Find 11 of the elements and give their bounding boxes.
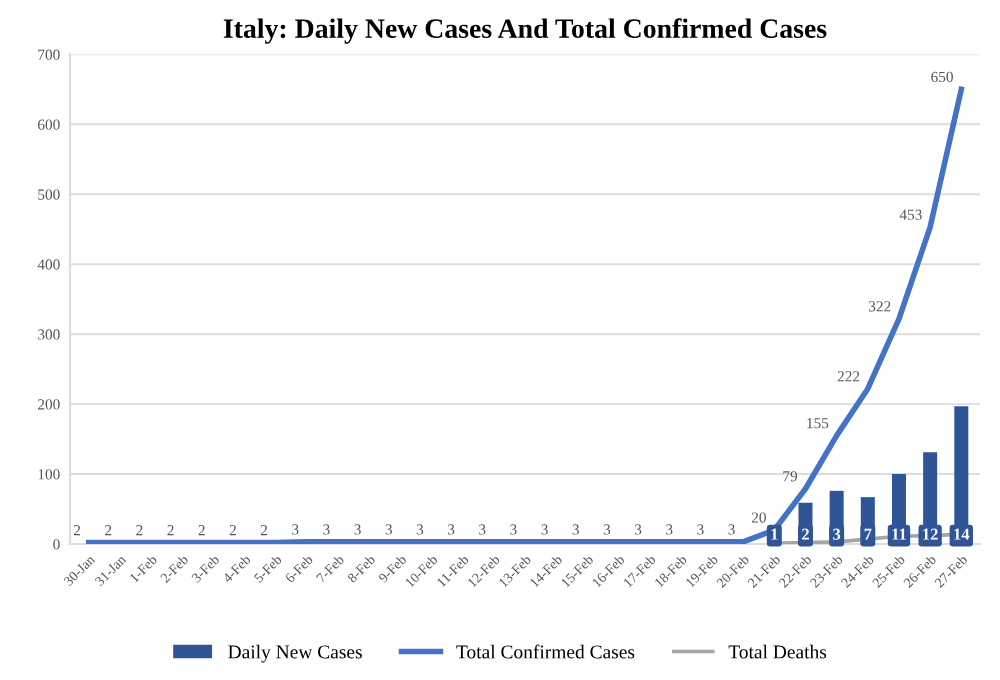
chart-title: Italy: Daily New Cases And Total Confirmed Cases — [223, 18, 827, 44]
data-label: 14 — [954, 528, 970, 540]
data-label: 3 — [833, 528, 841, 540]
data-label: 1 — [771, 528, 778, 540]
legend-label: Total Deaths — [728, 644, 827, 659]
data-label: 2 — [802, 528, 809, 540]
data-label: 7 — [864, 528, 872, 540]
legend-label: Total Confirmed Cases — [456, 644, 635, 659]
legend-label: Daily New Cases — [228, 644, 362, 663]
data-label: 12 — [923, 528, 938, 540]
data-label: 11 — [892, 528, 906, 540]
